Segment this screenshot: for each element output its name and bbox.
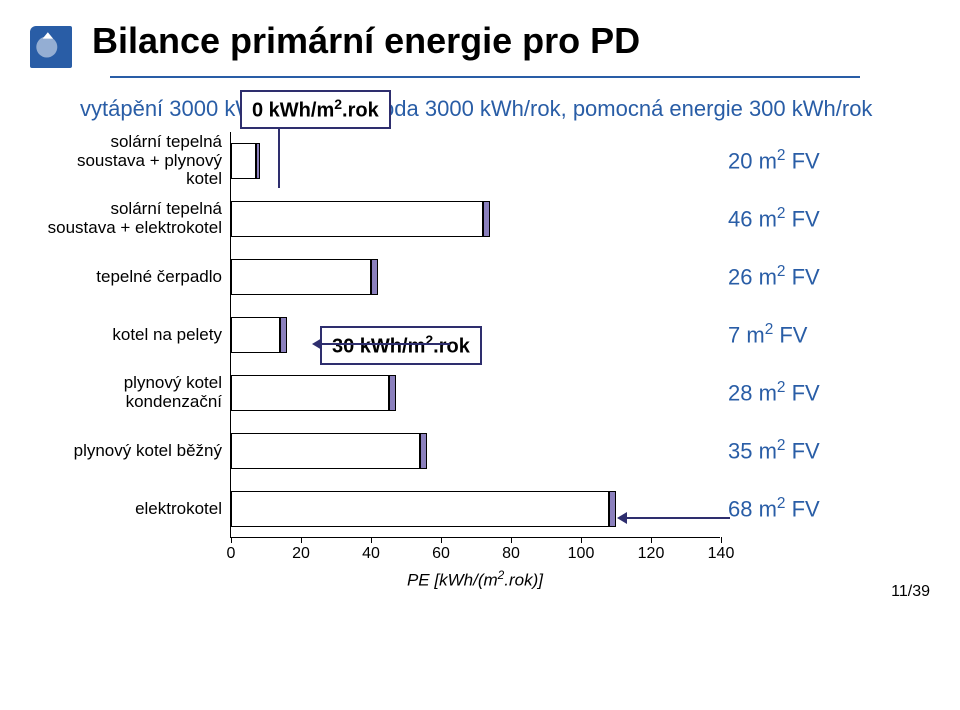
category-label: plynový kotel kondenzační: [40, 374, 230, 411]
page-title: Bilance primární energie pro PD: [92, 20, 640, 62]
bar-tip: [371, 259, 378, 295]
arrow-row-pelety: [320, 343, 450, 345]
fv-value: 26 m2 FV: [720, 263, 830, 290]
plot-cell: [230, 248, 720, 306]
callout-zero: 0 kWh/m2.rok: [240, 90, 391, 129]
x-tick-label: 140: [708, 545, 735, 563]
fv-value: 28 m2 FV: [720, 379, 830, 406]
subtitle-text: vytápění 3000 kWh/rok, teplá voda 3000 k…: [80, 96, 910, 122]
plot-cell: [230, 422, 720, 480]
category-label: tepelné čerpadlo: [40, 268, 230, 287]
bar-base: [231, 201, 483, 237]
fv-value: 7 m2 FV: [720, 321, 830, 348]
bar-tip: [609, 491, 616, 527]
x-tick: [231, 537, 232, 543]
bar-chart: solární tepelná soustava + plynový kotel…: [40, 132, 910, 538]
x-axis-label: PE [kWh/(m2.rok)]: [230, 568, 720, 591]
fv-value: 20 m2 FV: [720, 147, 830, 174]
category-label: elektrokotel: [40, 500, 230, 519]
bar-base: [231, 143, 256, 179]
plot-cell: 020406080100120140: [230, 480, 720, 538]
bar-base: [231, 375, 389, 411]
category-label: kotel na pelety: [40, 326, 230, 345]
institution-logo: [30, 26, 72, 68]
x-tick-label: 80: [502, 545, 520, 563]
bar-base: [231, 491, 609, 527]
plot-cell: [230, 190, 720, 248]
callout-zero-connector: [278, 128, 280, 188]
x-tick-label: 60: [432, 545, 450, 563]
x-tick: [301, 537, 302, 543]
chart-row: elektrokotel02040608010012014068 m2 FV: [40, 480, 830, 538]
x-tick: [371, 537, 372, 543]
plot-cell: [230, 364, 720, 422]
x-tick: [721, 537, 722, 543]
bar-tip: [256, 143, 260, 179]
bar-tip: [420, 433, 427, 469]
bar-tip: [483, 201, 490, 237]
arrow-row-elektrokotel: [625, 517, 730, 519]
callout-thirty: 30 kWh/m2.rok: [320, 326, 482, 365]
x-tick-label: 100: [568, 545, 595, 563]
plot-cell: [230, 132, 720, 190]
bar-tip: [389, 375, 396, 411]
x-tick-label: 40: [362, 545, 380, 563]
bar-base: [231, 317, 280, 353]
x-tick-label: 120: [638, 545, 665, 563]
chart-row: solární tepelná soustava + elektrokotel 4…: [40, 190, 830, 248]
chart-row: plynový kotel kondenzační 28 m2 FV: [40, 364, 830, 422]
bar-base: [231, 433, 420, 469]
title-rule: [110, 76, 860, 78]
x-tick-label: 20: [292, 545, 310, 563]
page-number: 11/39: [891, 583, 930, 601]
x-tick: [651, 537, 652, 543]
fv-value: 68 m2 FV: [720, 495, 830, 522]
bar-base: [231, 259, 371, 295]
chart-row: solární tepelná soustava + plynový kotel…: [40, 132, 830, 190]
x-tick: [511, 537, 512, 543]
fv-value: 46 m2 FV: [720, 205, 830, 232]
category-label: solární tepelná soustava + plynový kotel: [40, 133, 230, 189]
category-label: plynový kotel běžný: [40, 442, 230, 461]
bar-tip: [280, 317, 287, 353]
fv-value: 35 m2 FV: [720, 437, 830, 464]
chart-row: plynový kotel běžný 35 m2 FV: [40, 422, 830, 480]
x-tick-label: 0: [227, 545, 236, 563]
chart-row: tepelné čerpadlo 26 m2 FV: [40, 248, 830, 306]
x-tick: [581, 537, 582, 543]
category-label: solární tepelná soustava + elektrokotel: [40, 200, 230, 237]
x-tick: [441, 537, 442, 543]
